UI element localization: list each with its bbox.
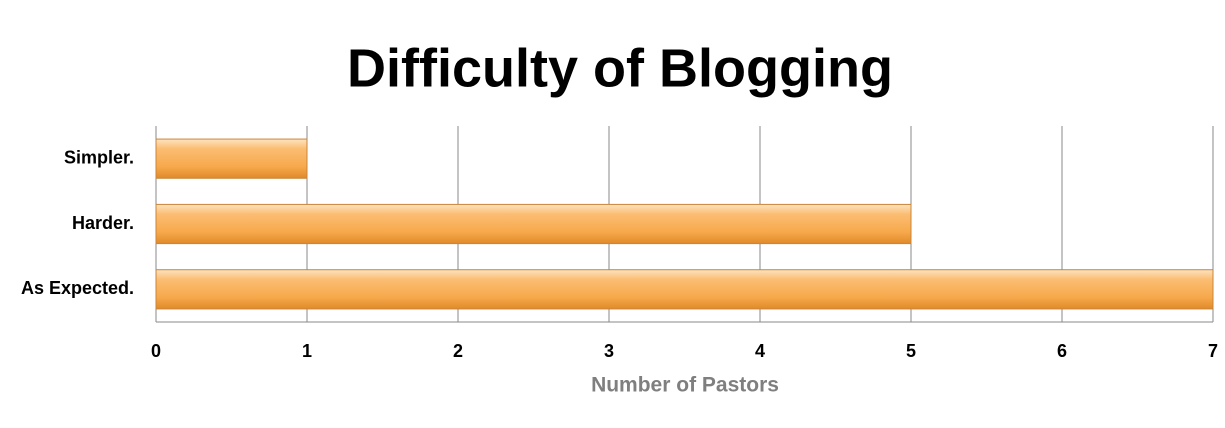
x-tick-label: 5: [906, 341, 916, 361]
x-tick-label: 1: [302, 341, 312, 361]
bar: [155, 269, 1214, 310]
bar: [155, 203, 912, 245]
x-tick-label: 6: [1057, 341, 1067, 361]
x-tick-label: 7: [1208, 341, 1218, 361]
y-tick-label: Simpler.: [64, 147, 134, 167]
x-tick-label: 3: [604, 341, 614, 361]
y-tick-label: As Expected.: [21, 278, 134, 298]
x-axis-label: Number of Pastors: [591, 374, 779, 397]
bar: [155, 138, 308, 179]
x-tick-label: 2: [453, 341, 463, 361]
chart-title: Difficulty of Blogging: [347, 38, 893, 98]
y-tick-label: Harder.: [72, 213, 134, 233]
x-tick-label: 0: [151, 341, 161, 361]
x-tick-label: 4: [755, 341, 765, 361]
